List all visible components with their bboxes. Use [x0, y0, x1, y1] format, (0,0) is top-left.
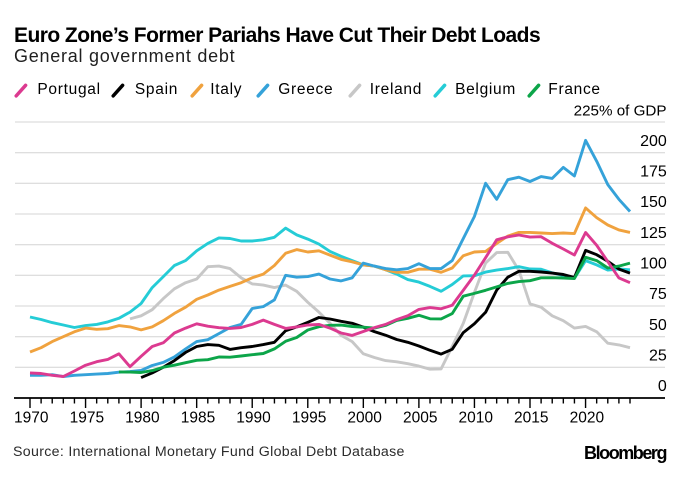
svg-text:150: 150 — [640, 194, 667, 211]
svg-text:200: 200 — [640, 133, 667, 150]
svg-text:2005: 2005 — [403, 409, 437, 426]
svg-text:1995: 1995 — [292, 409, 326, 426]
svg-text:2020: 2020 — [570, 409, 605, 426]
svg-text:75: 75 — [649, 286, 667, 303]
svg-text:1985: 1985 — [181, 409, 215, 426]
svg-text:0: 0 — [658, 378, 667, 395]
svg-text:2015: 2015 — [514, 409, 548, 426]
svg-text:225% of GDP: 225% of GDP — [574, 103, 667, 120]
svg-text:25: 25 — [649, 348, 667, 365]
svg-text:2000: 2000 — [347, 409, 382, 426]
svg-text:1990: 1990 — [236, 409, 271, 426]
svg-text:1975: 1975 — [70, 409, 104, 426]
svg-text:1970: 1970 — [14, 409, 49, 426]
svg-text:175: 175 — [640, 164, 667, 181]
svg-text:1980: 1980 — [125, 409, 160, 426]
svg-text:50: 50 — [649, 317, 667, 334]
svg-text:125: 125 — [640, 225, 667, 242]
svg-text:100: 100 — [640, 256, 667, 273]
svg-text:2010: 2010 — [458, 409, 493, 426]
